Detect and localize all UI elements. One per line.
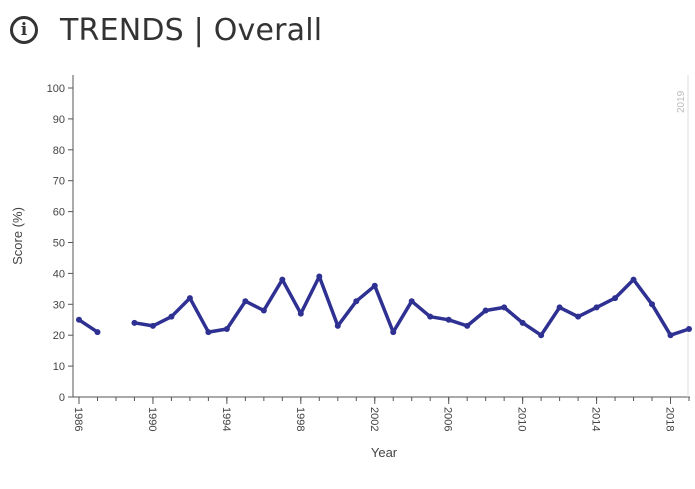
data-point [501,304,508,311]
x-tick-label: 1994 [220,407,232,431]
x-tick-label: 2002 [368,407,380,431]
y-tick-label: 10 [53,361,65,373]
data-point [205,329,212,336]
data-point [353,298,360,305]
data-point [168,313,175,320]
info-icon-glyph: i [20,20,28,40]
data-point [242,298,249,305]
series-line-segment [77,318,100,334]
y-tick-label: 40 [53,268,65,280]
y-axis-title: Score (%) [10,207,25,265]
data-point [445,316,452,323]
data-point [149,322,156,329]
y-tick-label: 90 [53,114,65,126]
data-point [612,295,619,302]
data-point [593,304,600,311]
data-point [575,313,582,320]
data-point [223,326,230,333]
chart-header: i TRENDS | Overall [10,8,322,52]
chart-title: TRENDS | Overall [60,12,323,48]
x-axis-title: Year [371,445,398,460]
x-tick-label: 1986 [72,407,84,431]
y-tick-label: 50 [53,238,65,250]
data-point [649,301,656,308]
y-tick-label: 80 [53,145,65,157]
data-point [482,307,489,314]
series-line-segment [132,274,691,337]
year-marker-label: 2019 [676,90,687,113]
data-point [76,316,82,323]
data-point [186,295,193,302]
x-tick-label: 2006 [442,407,454,431]
data-point [390,329,397,336]
x-tick-label: 1998 [294,407,306,431]
y-tick-label: 70 [53,176,65,188]
y-tick-label: 100 [47,83,65,95]
data-point [408,298,415,305]
data-point [131,319,138,326]
y-tick-label: 60 [53,207,65,219]
y-tick-label: 30 [53,299,65,311]
data-point [556,304,563,311]
data-point [630,276,637,283]
data-point [316,273,323,280]
x-tick-label: 2010 [516,407,528,431]
data-point [464,322,471,329]
data-point [538,332,545,339]
data-point [686,326,692,333]
info-icon[interactable]: i [10,16,38,44]
data-point [279,276,286,283]
data-point [94,329,101,336]
data-point [260,307,267,314]
data-point [297,310,304,317]
data-point [334,322,341,329]
x-tick-label: 1990 [146,407,158,431]
y-tick-label: 20 [53,330,65,342]
data-point [667,332,674,339]
data-point [371,282,378,289]
x-tick-label: 2018 [664,407,676,431]
y-tick-label: 0 [59,392,65,404]
x-tick-label: 2014 [590,407,602,431]
data-point [427,313,434,320]
data-point [519,319,526,326]
